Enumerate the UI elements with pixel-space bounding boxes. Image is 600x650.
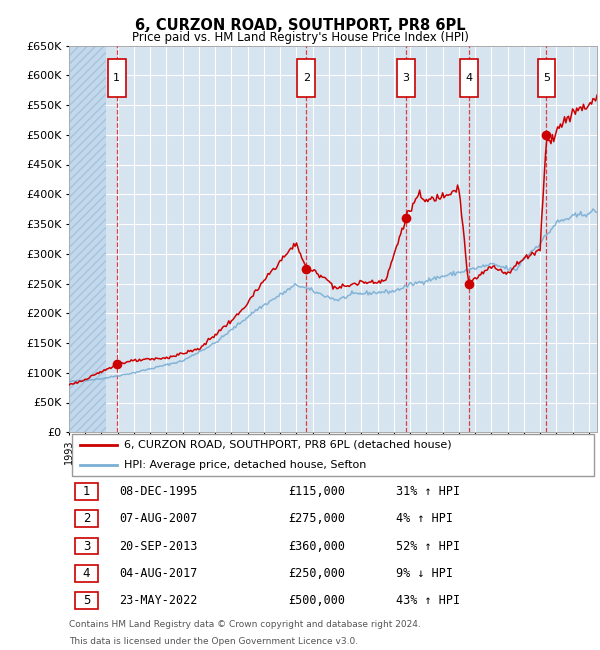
Text: 2: 2 xyxy=(302,73,310,83)
Text: 4: 4 xyxy=(465,73,472,83)
Text: 4: 4 xyxy=(83,567,90,580)
Bar xyxy=(538,59,556,98)
Text: 3: 3 xyxy=(402,73,409,83)
Text: Price paid vs. HM Land Registry's House Price Index (HPI): Price paid vs. HM Land Registry's House … xyxy=(131,31,469,44)
Text: 43% ↑ HPI: 43% ↑ HPI xyxy=(397,594,460,607)
Text: Contains HM Land Registry data © Crown copyright and database right 2024.: Contains HM Land Registry data © Crown c… xyxy=(69,619,421,629)
Text: 08-DEC-1995: 08-DEC-1995 xyxy=(119,485,197,498)
Text: 5: 5 xyxy=(543,73,550,83)
Text: £115,000: £115,000 xyxy=(288,485,345,498)
Text: 1: 1 xyxy=(83,485,90,498)
Text: 07-AUG-2007: 07-AUG-2007 xyxy=(119,512,197,525)
Text: 04-AUG-2017: 04-AUG-2017 xyxy=(119,567,197,580)
Bar xyxy=(76,565,98,582)
Text: 4% ↑ HPI: 4% ↑ HPI xyxy=(397,512,454,525)
Text: 5: 5 xyxy=(83,594,90,607)
Bar xyxy=(397,59,415,98)
Text: 2: 2 xyxy=(83,512,90,525)
Text: £360,000: £360,000 xyxy=(288,540,345,552)
Bar xyxy=(460,59,478,98)
Text: £500,000: £500,000 xyxy=(288,594,345,607)
Bar xyxy=(76,483,98,500)
Text: 20-SEP-2013: 20-SEP-2013 xyxy=(119,540,197,552)
Bar xyxy=(297,59,315,98)
Text: This data is licensed under the Open Government Licence v3.0.: This data is licensed under the Open Gov… xyxy=(69,636,358,645)
Text: 52% ↑ HPI: 52% ↑ HPI xyxy=(397,540,460,552)
Bar xyxy=(76,592,98,609)
Text: 6, CURZON ROAD, SOUTHPORT, PR8 6PL: 6, CURZON ROAD, SOUTHPORT, PR8 6PL xyxy=(134,18,466,32)
Text: £275,000: £275,000 xyxy=(288,512,345,525)
Bar xyxy=(76,538,98,554)
Text: 31% ↑ HPI: 31% ↑ HPI xyxy=(397,485,460,498)
Text: £250,000: £250,000 xyxy=(288,567,345,580)
Text: 3: 3 xyxy=(83,540,90,552)
FancyBboxPatch shape xyxy=(71,434,595,476)
Bar xyxy=(69,46,106,432)
Bar xyxy=(108,59,125,98)
Text: 6, CURZON ROAD, SOUTHPORT, PR8 6PL (detached house): 6, CURZON ROAD, SOUTHPORT, PR8 6PL (deta… xyxy=(124,439,452,450)
Text: HPI: Average price, detached house, Sefton: HPI: Average price, detached house, Seft… xyxy=(124,460,367,471)
Text: 23-MAY-2022: 23-MAY-2022 xyxy=(119,594,197,607)
Text: 9% ↓ HPI: 9% ↓ HPI xyxy=(397,567,454,580)
Bar xyxy=(76,510,98,527)
Text: 1: 1 xyxy=(113,73,120,83)
